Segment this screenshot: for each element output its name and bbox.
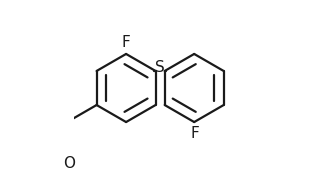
Text: O: O: [63, 156, 75, 171]
Text: F: F: [191, 126, 199, 141]
Text: F: F: [122, 35, 130, 50]
Text: S: S: [155, 60, 165, 75]
